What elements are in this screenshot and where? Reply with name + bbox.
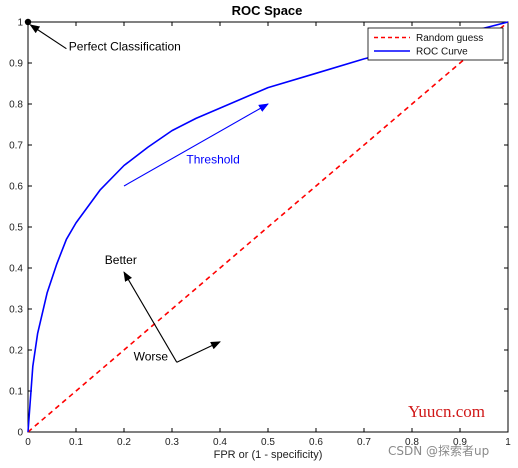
y-tick-label: 0 [17, 428, 23, 439]
legend-label-random-guess: Random guess [416, 33, 483, 44]
watermark-credit: CSDN @探索者up [388, 444, 489, 458]
y-axis-ticks: 0 0.1 0.2 0.3 0.4 0.5 0.6 0.7 0.8 0.9 1 [9, 18, 508, 439]
perfect-classification-point [24, 18, 32, 26]
legend-label-roc-curve: ROC Curve [416, 47, 468, 58]
x-tick-label: 0.3 [165, 437, 179, 448]
worse-arrow [176, 341, 221, 363]
x-tick-label: 0.4 [213, 437, 227, 448]
x-axis-label: FPR or (1 - specificity) [214, 449, 323, 461]
y-tick-label: 0.9 [9, 59, 23, 70]
y-tick-label: 0.6 [9, 182, 23, 193]
series-layer [24, 18, 509, 433]
x-tick-label: 0.2 [117, 437, 131, 448]
better-arrow [123, 271, 178, 363]
y-tick-label: 0.5 [9, 223, 23, 234]
x-tick-label: 1 [505, 437, 511, 448]
x-tick-label: 0.6 [309, 437, 323, 448]
perfect-annotation-label: Perfect Classification [69, 40, 181, 54]
annotation-layer: Perfect Classification Threshold Better Wor… [29, 24, 269, 363]
watermark-site: Yuucn.com [408, 402, 485, 421]
worse-annotation-label: Worse [134, 349, 169, 363]
y-tick-label: 0.1 [9, 387, 23, 398]
x-tick-label: 0.5 [261, 437, 275, 448]
x-tick-label: 0.7 [357, 437, 371, 448]
x-tick-label: 0.1 [69, 437, 83, 448]
y-tick-label: 0.3 [9, 305, 23, 316]
chart-title: ROC Space [232, 3, 303, 18]
x-tick-label: 0.9 [453, 437, 467, 448]
better-annotation-label: Better [105, 253, 137, 267]
threshold-annotation-label: Threshold [186, 152, 239, 166]
x-tick-label: 0 [25, 437, 31, 448]
threshold-arrow [123, 103, 269, 187]
y-tick-label: 1 [17, 18, 23, 29]
legend-box [367, 27, 504, 61]
legend: Random guess ROC Curve [367, 27, 504, 61]
series-line-roc-curve [27, 21, 509, 433]
y-tick-label: 0.4 [9, 264, 23, 275]
perfect-arrow [29, 24, 67, 50]
series-line-random-guess [27, 21, 509, 433]
y-tick-label: 0.2 [9, 346, 23, 357]
y-tick-label: 0.7 [9, 141, 23, 152]
x-tick-label: 0.8 [405, 437, 419, 448]
x-axis-ticks: 0 0.1 0.2 0.3 0.4 0.5 0.6 0.7 0.8 0.9 1 [25, 22, 511, 448]
y-tick-label: 0.8 [9, 100, 23, 111]
